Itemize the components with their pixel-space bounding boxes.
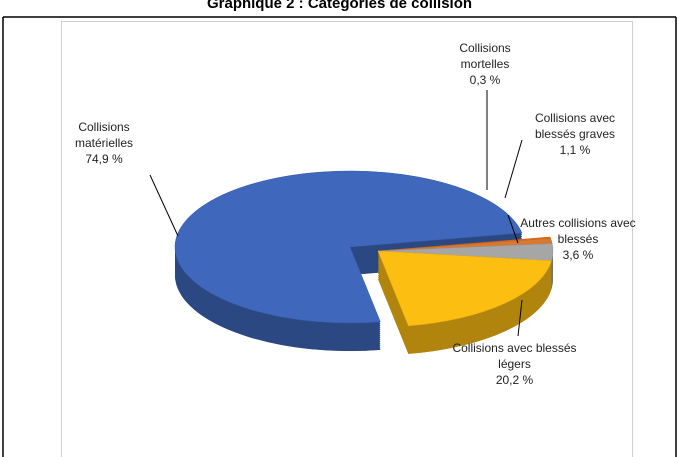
slice [174,170,523,324]
slice-label: Collisions avec blessés graves [534,111,616,141]
slice-value-label: 3,6 % [562,248,594,262]
slice-label: Collisions matérielles [74,120,134,150]
slice-label: Collisions avec blessés légers [452,341,577,371]
slice-value-label: 0,3 % [469,73,501,87]
slice-value-label: 20,2 % [495,373,534,387]
plot-area [61,21,633,457]
slice [377,250,552,327]
slice-label: Collisions mortelles [459,41,511,71]
leader-line [504,139,523,199]
leader-line [517,299,523,337]
leader-line [507,214,519,244]
leader-line [149,174,179,237]
chart-title: Graphique 2 : Catégories de collision [206,0,473,12]
slice-value-label: 1,1 % [559,143,591,157]
slice-value-label: 74,9 % [85,152,123,166]
slice-label: Autres collisions avec blessés [520,216,636,246]
